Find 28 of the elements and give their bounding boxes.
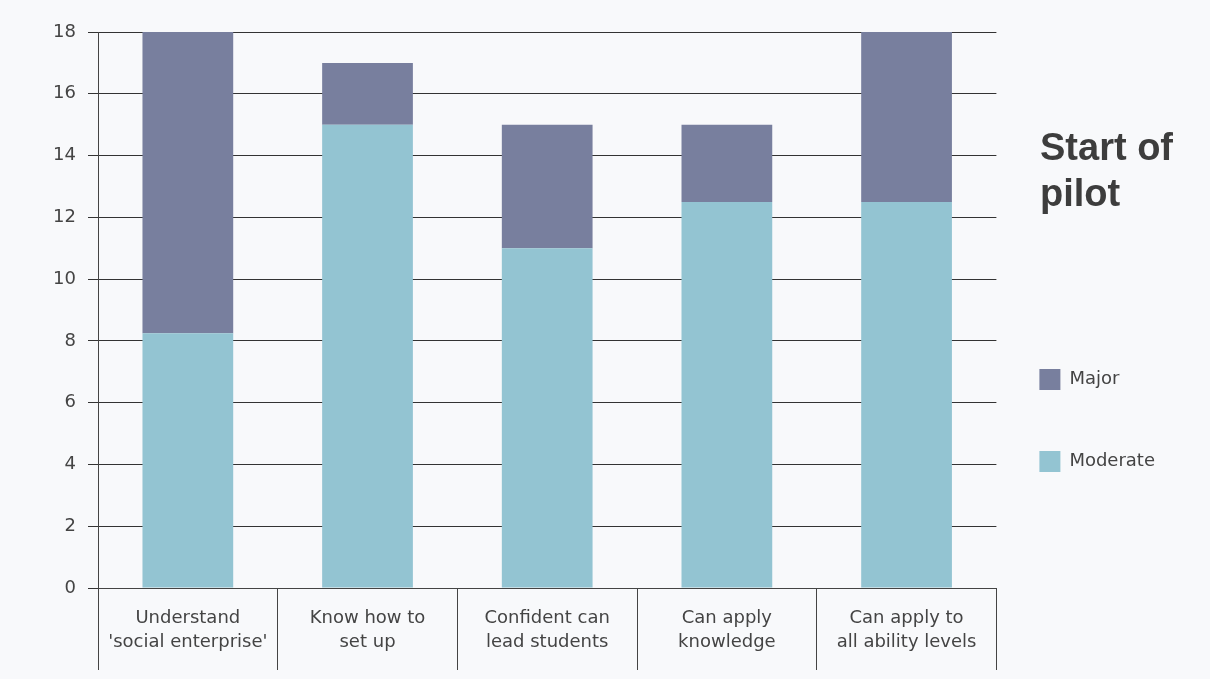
bar — [501, 124, 593, 249]
bar — [142, 32, 234, 334]
x-tick-label: Understand 'social enterprise' — [108, 605, 268, 651]
bar — [322, 62, 413, 125]
y-tick-label: 4 — [64, 452, 76, 474]
y-tick-label: 12 — [53, 205, 76, 227]
legend-label: Moderate — [1069, 449, 1155, 471]
x-tick-label: Can apply knowledge — [678, 605, 776, 651]
bar — [861, 201, 952, 588]
bar — [322, 124, 413, 588]
y-tick-label: 14 — [53, 143, 76, 165]
y-tick-label: 10 — [53, 266, 76, 288]
y-tick-label: 8 — [64, 328, 76, 350]
y-tick-label: 0 — [64, 575, 76, 597]
x-tick-label: Confident can lead students — [484, 605, 610, 651]
x-tick-label: Can apply to all ability levels — [836, 605, 977, 651]
y-tick-label: 6 — [64, 390, 76, 412]
bar — [861, 32, 952, 202]
legend-label: Major — [1069, 367, 1120, 389]
y-tick-label: 2 — [64, 513, 76, 535]
bar — [681, 201, 773, 588]
y-tick-label: 18 — [53, 19, 76, 41]
text: Start of pilot — [1040, 125, 1174, 216]
bar — [501, 248, 593, 588]
bar — [681, 124, 773, 202]
x-tick-label: Know how to set up — [309, 605, 426, 651]
y-tick-label: 16 — [53, 81, 76, 103]
bar — [142, 333, 234, 588]
